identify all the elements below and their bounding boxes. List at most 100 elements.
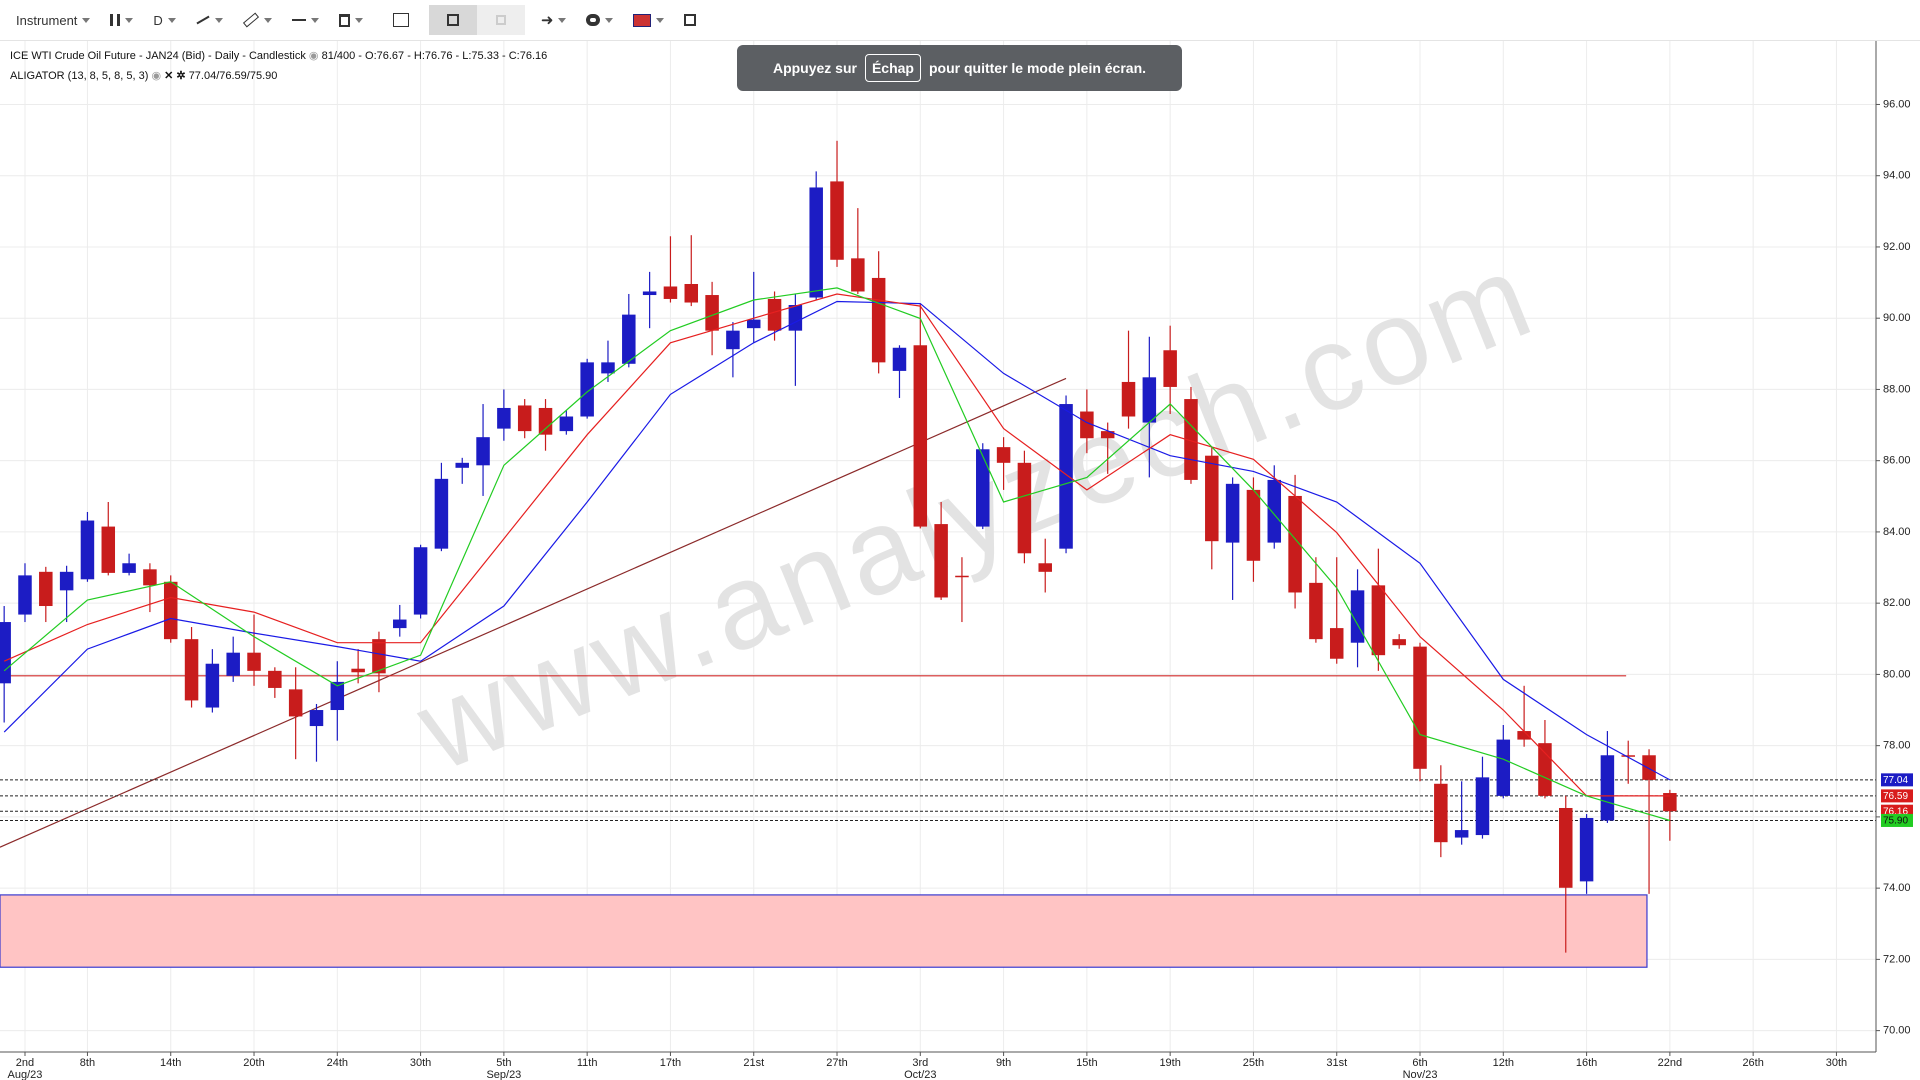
candle-body (497, 407, 511, 429)
x-tick-label: 24th (327, 1057, 348, 1069)
x-tick-label: 6th (1412, 1057, 1427, 1069)
instrument: Instrument (16, 12, 78, 28)
x-tick-label: 9th (996, 1057, 1011, 1069)
candle-body (955, 575, 969, 578)
candle-body (1329, 628, 1344, 659)
x-tick-label: 30th (1826, 1057, 1847, 1069)
x-tick-label: 16th (1576, 1057, 1597, 1069)
candle-body (580, 362, 594, 417)
candle-body (788, 305, 803, 331)
candle-body (601, 362, 615, 374)
ohlc-stats: 81/400 - O:76.67 - H:76.76 - L:75.33 - C… (321, 50, 548, 62)
candle-body (1600, 755, 1615, 821)
x-month-label: Sep/23 (486, 1069, 521, 1080)
candle-body (1496, 739, 1511, 796)
period: D (153, 12, 163, 28)
candle-body (1454, 830, 1469, 838)
indicator-values: 77.04/76.59/75.90 (188, 70, 278, 82)
x-tick-label: 8th (80, 1057, 95, 1069)
candle-body (184, 639, 199, 701)
candle-body (642, 291, 657, 296)
indicator-tool[interactable] (288, 5, 323, 35)
indicator-name: ALIGATOR (13, 8, 5, 8, 5, 3) (10, 70, 149, 82)
candle-body (476, 437, 490, 466)
candle-body (1142, 377, 1157, 423)
candle-body (996, 447, 1011, 463)
x-month-label: Aug/23 (8, 1069, 43, 1080)
arrow-tool[interactable]: ➜ (537, 5, 571, 35)
candle-body (18, 575, 32, 615)
candle-body (1371, 585, 1386, 656)
y-tick-label: 86.00 (1883, 455, 1911, 467)
candle-body (1038, 563, 1052, 572)
candle-body (434, 478, 449, 549)
candle-body (393, 619, 407, 629)
candle-body (830, 181, 844, 260)
chart-type-menu[interactable] (106, 5, 137, 35)
period-menu[interactable]: D (149, 5, 179, 35)
candle-body (871, 277, 886, 363)
layout-button[interactable] (389, 5, 413, 35)
x-month-label: Oct/23 (904, 1069, 936, 1080)
candle-body (976, 449, 990, 527)
candle-body (913, 345, 928, 527)
candle-body (1413, 646, 1427, 769)
notice-key: Échap (864, 54, 921, 82)
x-tick-label: 27th (826, 1057, 847, 1069)
price-tag-label: 77.04 (1883, 775, 1908, 786)
y-tick-label: 92.00 (1883, 241, 1911, 253)
candle-body (80, 520, 95, 580)
x-tick-label: 25th (1243, 1057, 1264, 1069)
x-tick-label: 12th (1493, 1057, 1514, 1069)
candle-body (1288, 495, 1302, 593)
candle-body (330, 681, 345, 711)
x-tick-label: 19th (1159, 1057, 1180, 1069)
share-tool[interactable] (582, 5, 617, 35)
candle-body (767, 298, 782, 331)
x-tick-label: 17th (660, 1057, 681, 1069)
x-tick-label: 2nd (16, 1057, 34, 1069)
candle-body (1100, 431, 1115, 439)
candle-body (892, 347, 907, 371)
y-tick-label: 82.00 (1883, 597, 1911, 609)
candle-body (1517, 731, 1531, 740)
candle-body (1309, 582, 1323, 640)
candle-body (1059, 404, 1073, 549)
volume-button[interactable] (476, 5, 525, 35)
candle-body (1225, 483, 1240, 543)
candle-body (1579, 817, 1594, 882)
candle-body (1163, 350, 1177, 387)
x-tick-label: 11th (577, 1057, 598, 1069)
y-tick-label: 94.00 (1883, 170, 1911, 182)
indicator-line (3, 287, 1671, 822)
candle-body (1663, 793, 1677, 812)
price-tag (1881, 789, 1913, 803)
y-tick-label: 84.00 (1883, 526, 1911, 538)
popout-button[interactable] (680, 5, 700, 35)
y-tick-label: 80.00 (1883, 668, 1911, 680)
y-tick-label: 96.00 (1883, 98, 1911, 110)
instrument-menu[interactable]: Instrument (12, 5, 94, 35)
x-tick-label: 31st (1326, 1057, 1347, 1069)
language-menu[interactable] (629, 5, 668, 35)
fullscreen-button[interactable] (428, 5, 477, 35)
indicator-line (3, 293, 1670, 797)
candle-body (1559, 807, 1573, 888)
indicator-line (3, 300, 1671, 781)
y-tick-label: 88.00 (1883, 383, 1911, 395)
candle-body (663, 286, 678, 299)
candle-body (746, 319, 761, 329)
x-tick-label: 20th (243, 1057, 264, 1069)
candle-body (247, 652, 261, 671)
candle-body (538, 407, 553, 435)
fullscreen-notice: Appuyez sur Échap pour quitter le mode p… (737, 45, 1182, 91)
pencil-tool[interactable] (239, 5, 276, 35)
candle-body (59, 571, 74, 591)
candle-body (1017, 462, 1032, 554)
y-tick-label: 74.00 (1883, 882, 1911, 894)
line-tool[interactable] (192, 5, 227, 35)
price-tag-label: 75.90 (1883, 816, 1908, 827)
delete-tool[interactable] (335, 5, 367, 35)
candle-body (1621, 755, 1635, 757)
candle-body (309, 710, 324, 727)
